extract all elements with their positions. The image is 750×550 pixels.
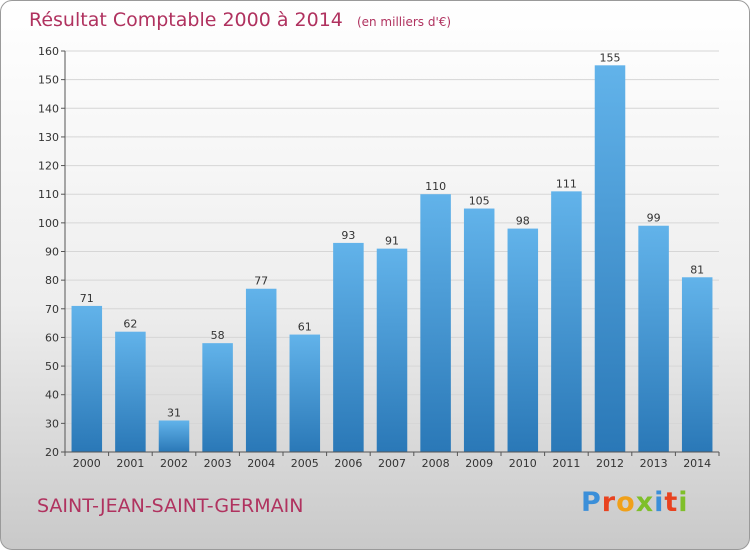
x-tick-label: 2006	[334, 457, 362, 470]
y-tick-label: 150	[38, 74, 59, 87]
logo-letter: r	[601, 487, 617, 518]
data-label: 81	[690, 263, 704, 276]
bar-2004	[245, 288, 277, 452]
x-tick-label: 2007	[378, 457, 406, 470]
bar-2005	[289, 334, 321, 452]
x-tick-label: 2013	[640, 457, 668, 470]
bar-2012	[594, 65, 626, 453]
x-tick-label: 2011	[552, 457, 580, 470]
logo-letter: t	[664, 487, 679, 518]
bar-2011	[551, 191, 582, 452]
data-label: 77	[254, 275, 268, 288]
y-tick-label: 70	[45, 303, 59, 316]
bar-2007	[376, 248, 408, 452]
x-tick-label: 2005	[291, 457, 319, 470]
y-tick-label: 60	[45, 331, 59, 344]
x-tick-label: 2014	[683, 457, 711, 470]
y-tick-label: 90	[45, 246, 59, 259]
logo-letter: P	[581, 487, 602, 518]
x-tick-label: 2008	[422, 457, 450, 470]
bar-layer	[71, 65, 713, 453]
logo-letter: i	[678, 487, 689, 518]
y-tick-label: 110	[38, 188, 59, 201]
data-label: 98	[516, 215, 530, 228]
x-tick-label: 2003	[204, 457, 232, 470]
city-name: SAINT-JEAN-SAINT-GERMAIN	[37, 495, 304, 517]
data-label: 110	[425, 180, 446, 193]
x-tick-label: 2002	[160, 457, 188, 470]
data-label: 91	[385, 235, 399, 248]
y-tick-label: 100	[38, 217, 59, 230]
y-tick-label: 120	[38, 160, 59, 173]
bar-2010	[507, 228, 539, 452]
bar-2002	[158, 420, 190, 452]
label-layer: 71 62 31 58 77 61 93 91 110 105 98 111 155 99 81	[80, 51, 704, 419]
proxiti-logo: Proxiti	[581, 487, 689, 518]
logo-letter: o	[616, 487, 636, 518]
axis-layer: 20 30 40 50 60 70 80 90 100 110 120 130 140 150 160 200…	[38, 45, 720, 470]
bar-2003	[202, 343, 233, 452]
bar-2006	[333, 242, 364, 452]
data-label: 99	[647, 212, 661, 225]
bar-2014	[681, 277, 713, 452]
y-tick-label: 40	[45, 389, 59, 402]
bar-2001	[115, 331, 146, 452]
x-tick-label: 2010	[509, 457, 537, 470]
y-tick-label: 50	[45, 360, 59, 373]
x-tick-label: 2004	[247, 457, 275, 470]
data-label: 111	[556, 177, 577, 190]
bar-2013	[638, 225, 669, 452]
data-label: 31	[167, 406, 181, 419]
data-label: 93	[341, 229, 355, 242]
data-label: 62	[123, 318, 137, 331]
data-label: 61	[298, 321, 312, 334]
bar-2000	[71, 305, 103, 452]
x-tick-label: 2009	[465, 457, 493, 470]
data-label: 105	[469, 195, 490, 208]
chart-unit: (en milliers d'€)	[356, 15, 452, 29]
data-label: 58	[211, 329, 225, 342]
logo-letter: x	[635, 487, 655, 518]
y-tick-label: 140	[38, 102, 59, 115]
y-tick-label: 20	[45, 446, 59, 459]
y-tick-label: 130	[38, 131, 59, 144]
bar-2009	[463, 208, 495, 452]
logo-letter: i	[654, 487, 665, 518]
x-tick-label: 2012	[596, 457, 624, 470]
data-label: 155	[600, 51, 621, 64]
y-tick-label: 30	[45, 417, 59, 430]
x-tick-label: 2000	[73, 457, 101, 470]
y-tick-label: 80	[45, 274, 59, 287]
chart-title-text: Résultat Comptable 2000 à 2014	[29, 9, 343, 31]
bar-2008	[420, 194, 451, 452]
y-tick-label: 160	[38, 45, 59, 58]
data-label: 71	[80, 292, 94, 305]
chart-title: Résultat Comptable 2000 à 2014 (en milli…	[29, 9, 451, 31]
x-tick-label: 2001	[116, 457, 144, 470]
